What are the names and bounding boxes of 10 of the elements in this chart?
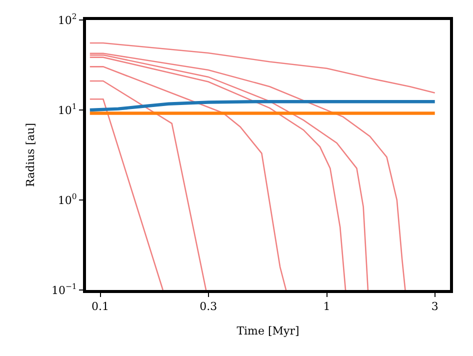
y-tick-label: 10$^{1}$: [58, 102, 77, 117]
x-tick-label: 0.1: [92, 300, 110, 314]
x-axis-title: Time [Myr]: [236, 324, 300, 338]
x-tick-label: 0.3: [200, 300, 218, 314]
x-tick-label: 1: [323, 300, 330, 314]
y-tick-label: 10$^{−1}$: [51, 282, 77, 297]
y-axis-title: Radius [au]: [24, 122, 38, 188]
x-tick-label: 3: [431, 300, 438, 314]
y-tick-label: 10$^{0}$: [58, 192, 77, 207]
y-tick-label: 10$^{2}$: [58, 12, 77, 27]
